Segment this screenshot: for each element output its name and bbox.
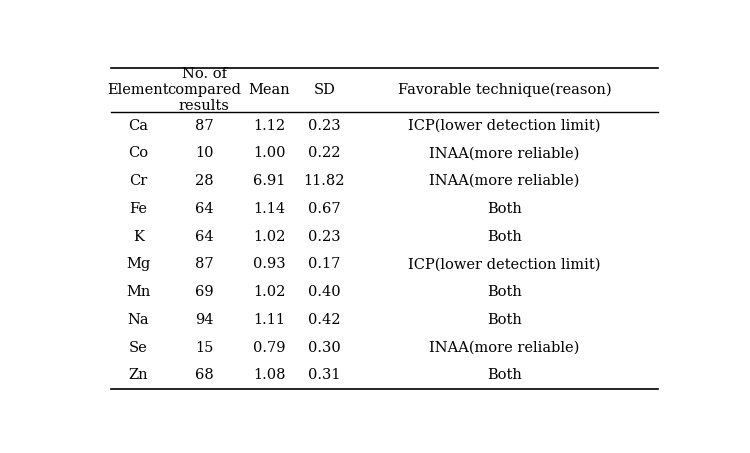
Text: ICP(lower detection limit): ICP(lower detection limit) bbox=[408, 257, 601, 271]
Text: 1.02: 1.02 bbox=[254, 230, 286, 244]
Text: 1.02: 1.02 bbox=[254, 285, 286, 299]
Text: 11.82: 11.82 bbox=[304, 174, 345, 188]
Text: 0.17: 0.17 bbox=[308, 257, 340, 271]
Text: 0.42: 0.42 bbox=[308, 313, 340, 327]
Text: Both: Both bbox=[488, 285, 522, 299]
Text: 87: 87 bbox=[195, 119, 214, 133]
Text: Cr: Cr bbox=[130, 174, 148, 188]
Text: Both: Both bbox=[488, 230, 522, 244]
Text: 0.23: 0.23 bbox=[308, 119, 340, 133]
Text: Na: Na bbox=[128, 313, 149, 327]
Text: 1.12: 1.12 bbox=[254, 119, 286, 133]
Text: Se: Se bbox=[129, 341, 148, 355]
Text: INAA(more reliable): INAA(more reliable) bbox=[430, 341, 580, 355]
Text: 1.14: 1.14 bbox=[254, 202, 286, 216]
Text: SD: SD bbox=[314, 83, 335, 97]
Text: Both: Both bbox=[488, 313, 522, 327]
Text: 1.11: 1.11 bbox=[254, 313, 286, 327]
Text: Zn: Zn bbox=[129, 368, 149, 382]
Text: 0.31: 0.31 bbox=[308, 368, 340, 382]
Text: 64: 64 bbox=[195, 202, 214, 216]
Text: 87: 87 bbox=[195, 257, 214, 271]
Text: 1.08: 1.08 bbox=[254, 368, 286, 382]
Text: Co: Co bbox=[128, 146, 148, 160]
Text: Both: Both bbox=[488, 202, 522, 216]
Text: Mn: Mn bbox=[126, 285, 151, 299]
Text: Mean: Mean bbox=[249, 83, 290, 97]
Text: 0.67: 0.67 bbox=[308, 202, 340, 216]
Text: 0.22: 0.22 bbox=[308, 146, 340, 160]
Text: INAA(more reliable): INAA(more reliable) bbox=[430, 146, 580, 160]
Text: 15: 15 bbox=[195, 341, 213, 355]
Text: 0.93: 0.93 bbox=[254, 257, 286, 271]
Text: 6.91: 6.91 bbox=[254, 174, 286, 188]
Text: No. of
compared
results: No. of compared results bbox=[167, 67, 241, 113]
Text: 69: 69 bbox=[195, 285, 214, 299]
Text: 64: 64 bbox=[195, 230, 214, 244]
Text: ICP(lower detection limit): ICP(lower detection limit) bbox=[408, 119, 601, 133]
Text: Element: Element bbox=[108, 83, 170, 97]
Text: 0.30: 0.30 bbox=[308, 341, 340, 355]
Text: 68: 68 bbox=[195, 368, 214, 382]
Text: 10: 10 bbox=[195, 146, 213, 160]
Text: INAA(more reliable): INAA(more reliable) bbox=[430, 174, 580, 188]
Text: 94: 94 bbox=[195, 313, 213, 327]
Text: 1.00: 1.00 bbox=[254, 146, 286, 160]
Text: Ca: Ca bbox=[128, 119, 148, 133]
Text: Both: Both bbox=[488, 368, 522, 382]
Text: 0.23: 0.23 bbox=[308, 230, 340, 244]
Text: 28: 28 bbox=[195, 174, 214, 188]
Text: Mg: Mg bbox=[127, 257, 151, 271]
Text: Favorable technique(reason): Favorable technique(reason) bbox=[398, 83, 611, 97]
Text: Fe: Fe bbox=[130, 202, 148, 216]
Text: K: K bbox=[133, 230, 144, 244]
Text: 0.79: 0.79 bbox=[254, 341, 286, 355]
Text: 0.40: 0.40 bbox=[308, 285, 340, 299]
